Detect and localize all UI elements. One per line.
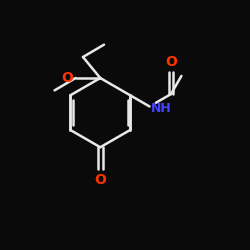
Text: NH: NH [151,102,172,115]
Text: O: O [165,55,177,69]
Text: O: O [61,71,73,85]
Text: O: O [94,173,106,187]
